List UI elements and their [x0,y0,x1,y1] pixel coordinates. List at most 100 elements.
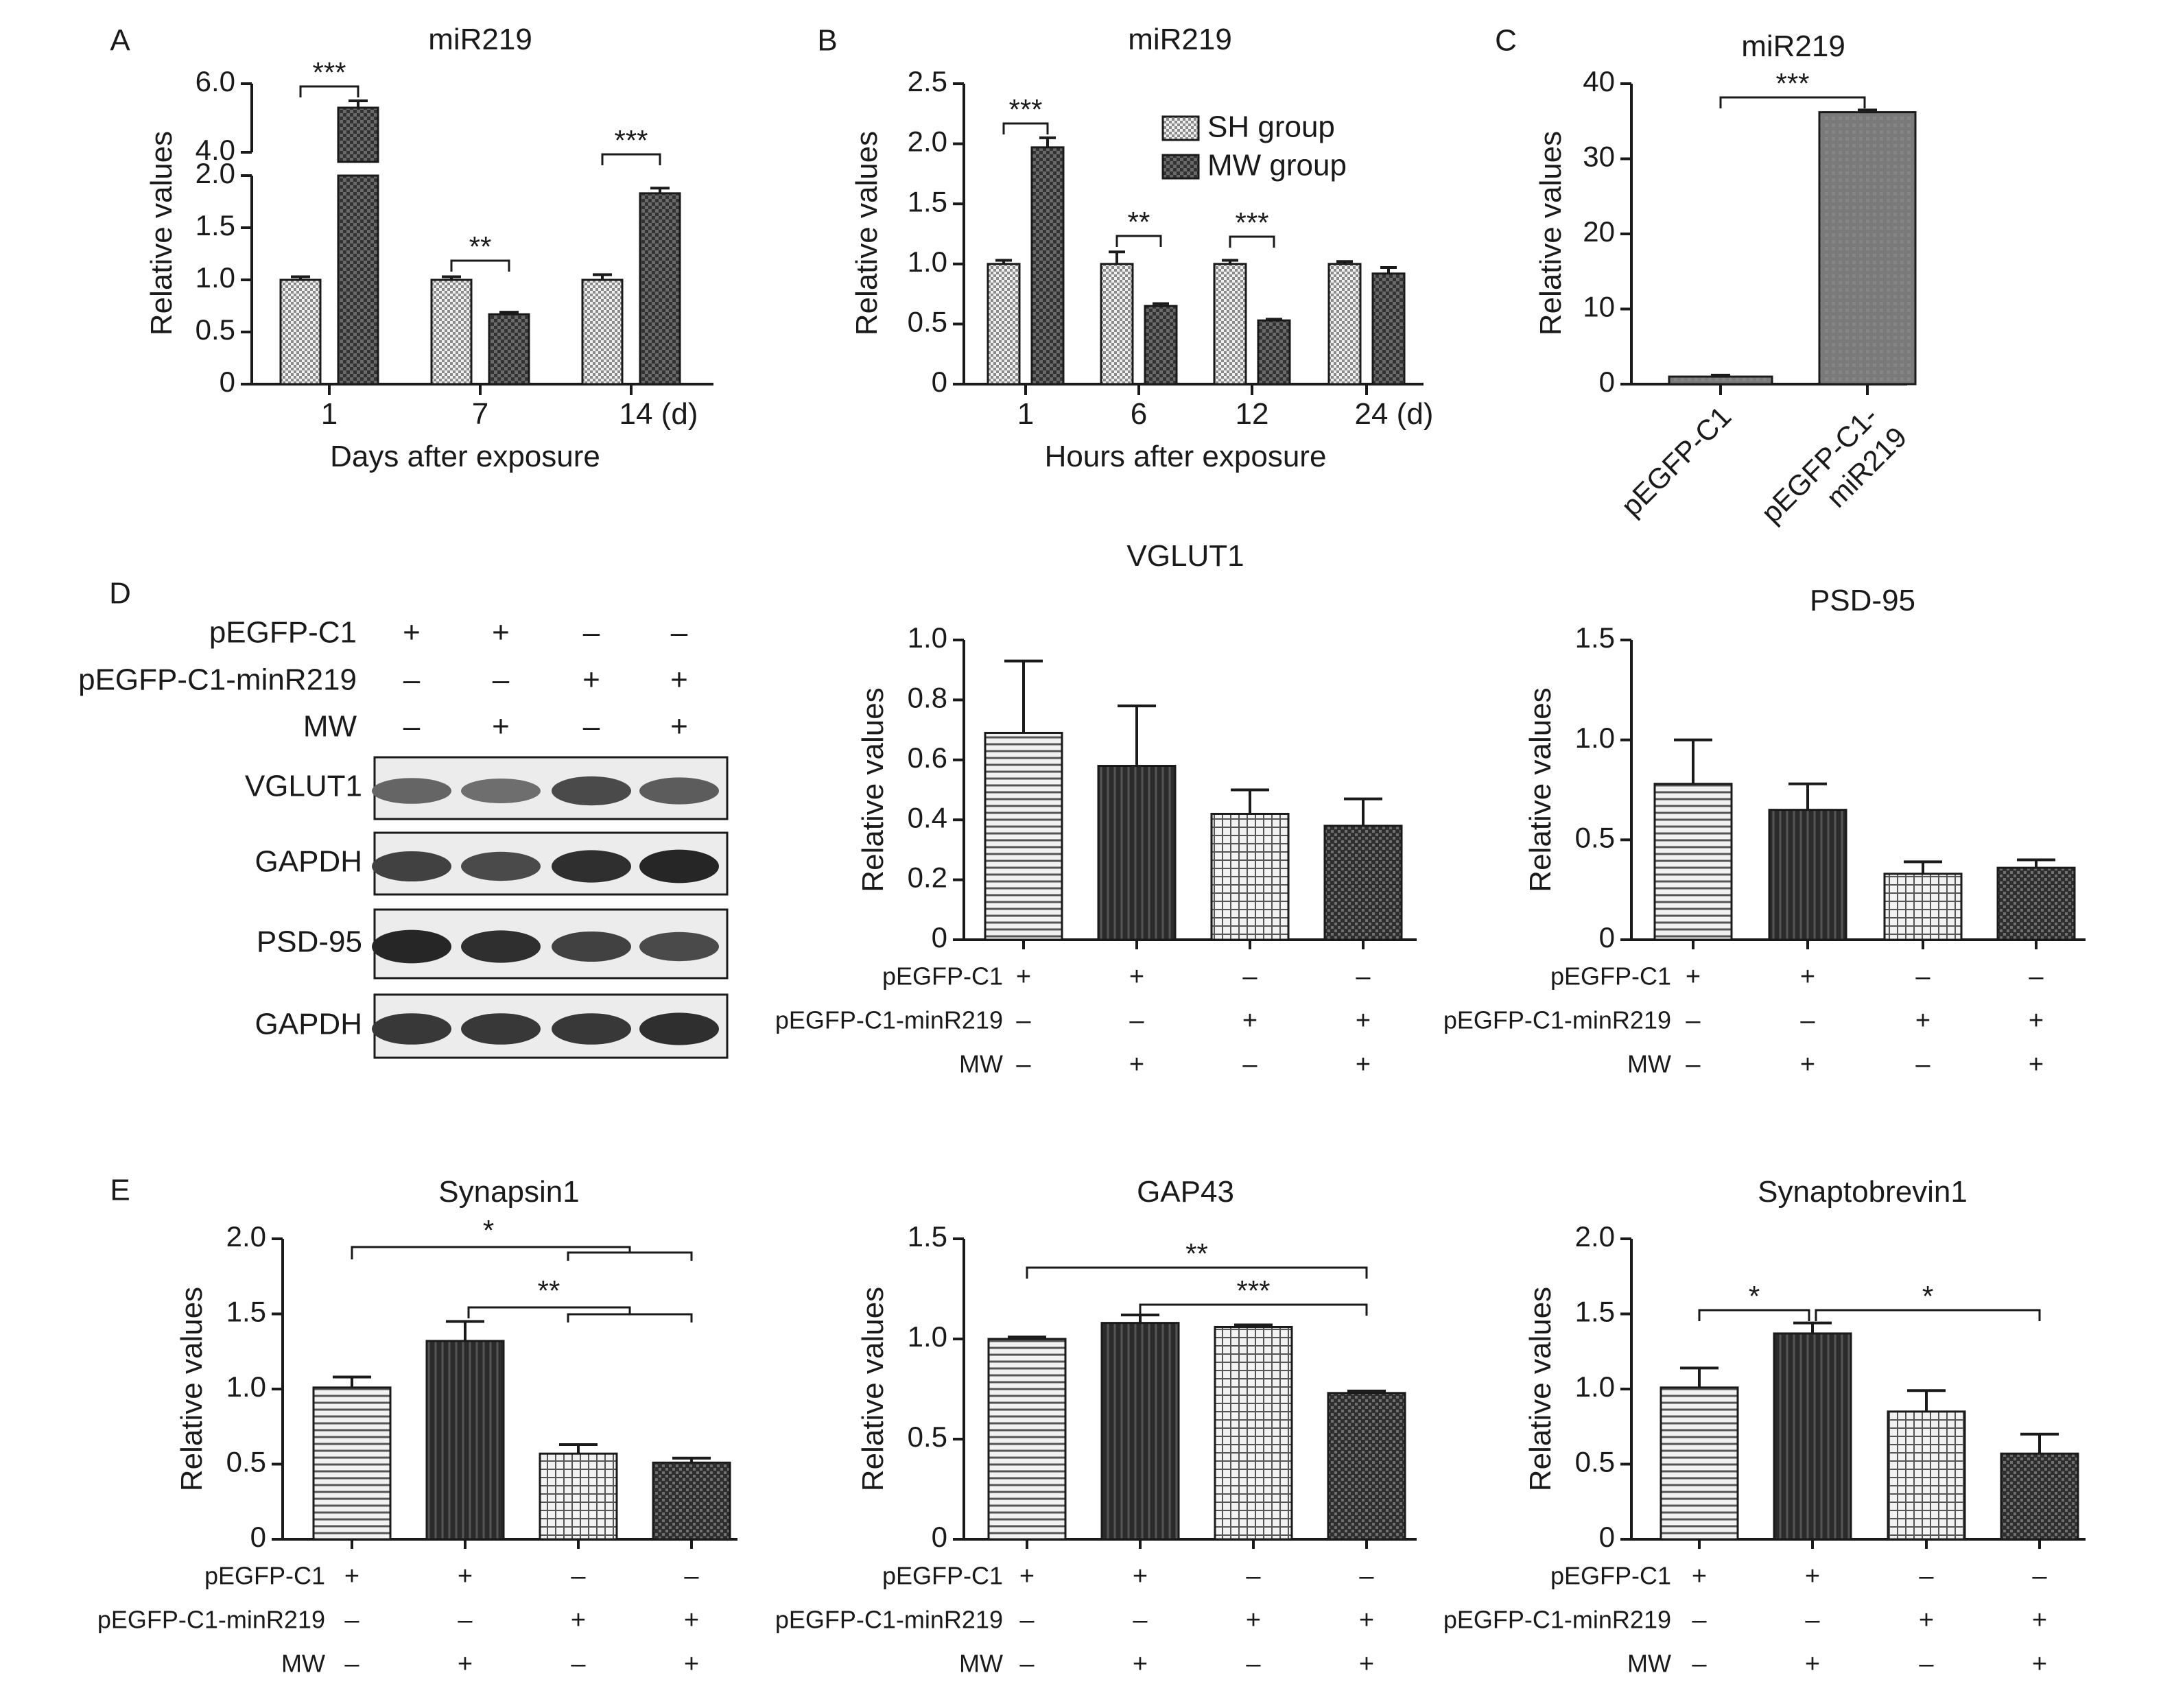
x-tick-label: 1 [321,397,338,431]
legend-swatch-0 [1161,115,1200,141]
bar-4 [1323,825,1403,941]
significance-bracket [601,153,661,165]
bar-3 [1214,1325,1293,1541]
bar-1 [1653,783,1733,941]
condition-sign: – [458,1606,473,1635]
y-tick-label: 1.0 [908,621,947,654]
condition-label: pEGFP-C1 [1550,962,1671,991]
y-tick-label: 0.5 [1575,821,1615,853]
y-tick-label: 1.5 [908,1220,947,1253]
chart-synapsin1: 0 0.5 1.0 1.5 2.0 Synapsin1 Relative values pEG… [97,1175,737,1679]
blot-band [639,932,719,962]
significance-subbracket [567,1251,693,1261]
y-tick-label: 0.8 [908,681,947,713]
condition-sign: – [1246,1562,1261,1591]
significance-bracket-label: ** [538,1274,560,1307]
y-tick-label: 0 [932,921,947,953]
condition-sign: + [1133,1562,1148,1591]
condition-sign: + [1805,1562,1820,1591]
bar-4 [652,1461,731,1541]
y-tick-label: 0 [1599,921,1615,953]
blot-condition-sign: + [492,710,510,744]
condition-sign: – [1242,1050,1257,1079]
x-axis-label: Days after exposure [330,440,600,473]
bar [1668,375,1773,386]
blot-band-label: GAPDH [255,845,362,879]
blot-band [372,929,451,964]
bar-1 [1144,305,1178,386]
significance-bracket [450,259,510,272]
blot-band [639,777,719,805]
significance-bracket-label: * [483,1214,494,1246]
condition-sign: – [2029,962,2044,991]
blot-condition-sign: + [670,710,688,744]
blot-band [552,850,631,883]
blot-condition-label: pEGFP-C1 [209,616,357,650]
condition-sign: – [1692,1606,1707,1635]
significance-subbracket [567,1313,693,1322]
condition-sign: – [571,1562,586,1591]
chart-title: miR219 [1741,29,1845,63]
bar [1818,111,1917,386]
blot-band [372,778,451,804]
bar-2 [1100,1322,1180,1541]
blot-band [461,851,541,881]
blot-condition-sign: + [670,663,688,697]
condition-sign: + [2032,1606,2047,1635]
bar-1 [312,1386,392,1541]
y-tick-label: 0 [250,1521,266,1553]
y-axis-label: Relative values [1524,687,1557,892]
blot-band [552,932,631,962]
y-tick-label: 30 [1583,141,1615,173]
condition-sign: – [1242,962,1257,991]
blot-band [372,1013,451,1045]
bar-4 [1996,866,2076,941]
bar-1 [488,313,530,386]
bar-0 [1213,263,1247,386]
significance-bracket [1698,1309,1810,1321]
bar-0 [279,278,322,386]
chart-title: Synapsin1 [438,1175,579,1209]
y-tick-label: 0 [932,1521,947,1553]
blot-band-label: VGLUT1 [245,770,362,803]
y-tick-label: 40 [1583,65,1615,97]
y-tick-label: 2.0 [196,157,235,189]
condition-sign: – [1356,962,1371,991]
significance-bracket-label: * [1922,1280,1933,1312]
chart-gap43: 0 0.5 1.0 1.5 GAP43 Relative values pEGFP-C1 + +… [775,1175,1417,1679]
bar-3 [539,1452,618,1541]
condition-sign: + [1133,1650,1148,1679]
condition-sign: – [1919,1650,1934,1679]
significance-bracket-label: * [1749,1280,1760,1312]
blot-condition-sign: – [583,710,600,744]
y-tick-label: 20 [1583,215,1615,248]
condition-sign: – [1246,1650,1261,1679]
bar-1 [987,1338,1067,1541]
condition-label: pEGFP-C1-minR219 [97,1606,325,1634]
y-tick-label: 0.5 [908,1421,947,1453]
blot-band [461,1013,541,1045]
condition-sign: + [1800,1050,1815,1079]
significance-bracket [1002,122,1049,134]
condition-label: MW [959,1050,1003,1078]
condition-sign: + [1356,1050,1371,1079]
blot-condition-sign: – [403,663,421,697]
legend-label-1: MW group [1207,149,1347,182]
bar-3 [1887,1410,1966,1541]
y-tick-label: 6.0 [196,65,235,97]
significance-bracket [1139,1303,1368,1316]
condition-label: MW [1627,1650,1671,1678]
condition-sign: – [1686,1006,1701,1035]
bar-0 [987,263,1021,386]
significance-bracket [1815,1309,2041,1321]
panel-letter-a: A [110,24,130,58]
condition-sign: + [1129,962,1144,991]
condition-sign: + [571,1606,586,1635]
condition-label: pEGFP-C1-minR219 [1443,1606,1671,1634]
condition-label: pEGFP-C1 [204,1562,325,1590]
x-tick-label: 24 (d) [1355,397,1434,431]
y-axis-label: Relative values [856,1287,890,1491]
y-axis-label: Relative values [1524,1287,1557,1491]
legend-label-0: SH group [1207,110,1335,144]
condition-sign: – [1805,1606,1820,1635]
